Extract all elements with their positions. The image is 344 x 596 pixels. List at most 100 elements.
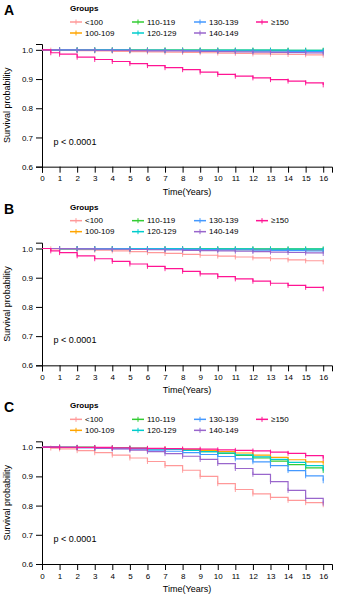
- legend-marker: [76, 20, 77, 25]
- tick-label: 6: [146, 174, 151, 183]
- legend: Groups<100100-109110-119120-129130-13914…: [70, 203, 289, 237]
- censor-mark: [147, 446, 148, 451]
- legend-marker: [262, 417, 263, 422]
- plot-area: [42, 246, 323, 291]
- tick-mark: [36, 365, 42, 366]
- tick-label: 10: [214, 174, 223, 183]
- censor-mark: [270, 250, 271, 255]
- censor-mark: [77, 445, 78, 450]
- tick-mark: [36, 137, 42, 138]
- censor-mark: [77, 445, 78, 450]
- censor-mark: [94, 57, 95, 62]
- x-axis-title: Time(Years): [163, 385, 211, 395]
- censor-mark: [270, 256, 271, 261]
- censor-mark: [77, 445, 78, 450]
- censor-mark: [288, 460, 289, 465]
- legend-label: 120-129: [147, 227, 177, 236]
- censor-mark: [59, 445, 60, 450]
- censor-mark: [200, 48, 201, 53]
- tick-label: 0.9: [22, 274, 34, 283]
- censor-mark: [59, 445, 60, 450]
- censor-mark: [305, 473, 306, 478]
- tick-label: 4: [111, 174, 116, 183]
- legend-marker: [76, 218, 77, 223]
- tick-label: 0.6: [22, 560, 34, 569]
- chart-container: 0123456789101112131415160.60.70.80.91.0p…: [0, 0, 344, 596]
- tick-mark: [112, 167, 113, 173]
- tick-label: 8: [181, 174, 186, 183]
- tick-label: 4: [111, 373, 116, 382]
- panel: 0123456789101112131415160.60.70.80.91.0p…: [2, 399, 333, 594]
- tick-mark: [323, 365, 324, 371]
- legend-marker: [200, 31, 201, 36]
- censor-mark: [129, 246, 130, 251]
- tick-label: 0.8: [22, 502, 34, 511]
- x-axis-title: Time(Years): [163, 187, 211, 197]
- censor-mark: [323, 82, 324, 87]
- legend-item: 120-129: [132, 227, 177, 236]
- tick: 0.7: [22, 332, 42, 341]
- axis-line: [36, 45, 43, 168]
- legend-item: 130-139: [194, 415, 239, 424]
- tick-mark: [165, 167, 166, 173]
- censor-mark: [77, 247, 78, 252]
- tick-mark: [306, 365, 307, 371]
- legend-item: <100: [70, 415, 104, 424]
- tick: 16: [319, 167, 328, 184]
- censor-mark: [147, 48, 148, 53]
- tick-mark: [200, 564, 201, 570]
- censor-mark: [200, 70, 201, 75]
- tick-mark: [147, 365, 148, 371]
- censor-mark: [217, 274, 218, 279]
- censor-mark: [182, 447, 183, 452]
- censor-mark: [165, 247, 166, 252]
- tick: 13: [267, 564, 276, 581]
- censor-mark: [94, 446, 95, 451]
- censor-mark: [323, 259, 324, 264]
- x-axis: 012345678910111213141516: [40, 564, 332, 581]
- tick: 0.9: [22, 75, 42, 84]
- censor-mark: [112, 59, 113, 64]
- tick-mark: [183, 365, 184, 371]
- tick-label: 5: [128, 174, 133, 183]
- censor-mark: [147, 48, 148, 53]
- censor-mark: [94, 48, 95, 53]
- y-axis: 0.60.70.80.91.0: [22, 442, 43, 569]
- censor-mark: [94, 47, 95, 52]
- tick: 0.9: [22, 472, 42, 481]
- censor-mark: [129, 47, 130, 52]
- censor-mark: [77, 246, 78, 251]
- tick: 12: [249, 167, 258, 184]
- censor-mark: [94, 247, 95, 252]
- tick-mark: [323, 564, 324, 570]
- censor-mark: [252, 279, 253, 284]
- tick-label: 7: [163, 373, 168, 382]
- censor-mark: [112, 48, 113, 53]
- censor-mark: [77, 47, 78, 52]
- tick: 14: [284, 564, 293, 581]
- legend-label: ≥150: [271, 18, 289, 27]
- legend-marker: [200, 218, 201, 223]
- tick-label: 0.7: [22, 134, 34, 143]
- censor-mark: [77, 55, 78, 60]
- tick-label: 3: [93, 572, 98, 581]
- censor-mark: [252, 249, 253, 254]
- tick-label: 0.6: [22, 163, 34, 172]
- tick-mark: [36, 249, 42, 250]
- tick: 14: [284, 167, 293, 184]
- legend-marker: [138, 31, 139, 36]
- tick: 14: [284, 365, 293, 382]
- tick-mark: [147, 564, 148, 570]
- censor-mark: [182, 48, 183, 53]
- censor-mark: [305, 285, 306, 290]
- censor-mark: [50, 50, 51, 55]
- legend-title: Groups: [70, 401, 99, 410]
- tick-mark: [36, 278, 42, 279]
- censor-mark: [270, 77, 271, 82]
- tick-label: 0: [40, 572, 45, 581]
- tick: 8: [181, 564, 186, 581]
- axis-line: [36, 243, 43, 366]
- censor-mark: [94, 450, 95, 455]
- legend-marker: [76, 417, 77, 422]
- legend-item: 140-149: [194, 426, 239, 435]
